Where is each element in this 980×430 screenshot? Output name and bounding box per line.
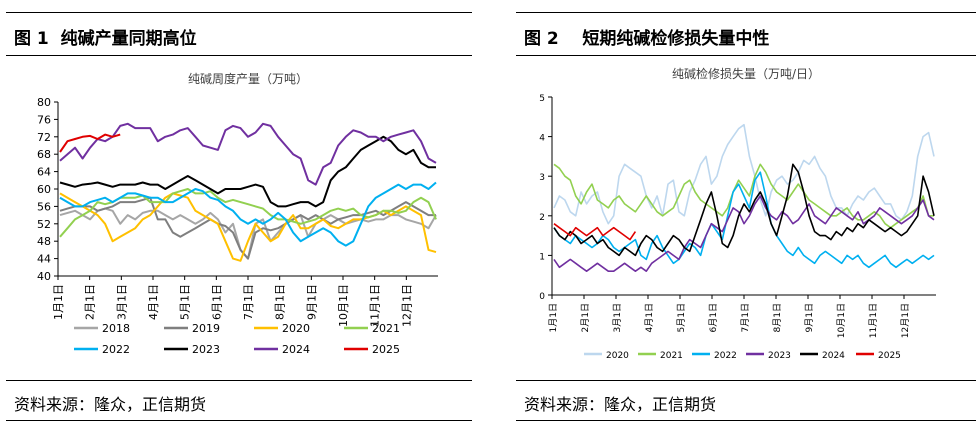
- y-tick-label: 40: [37, 270, 51, 283]
- series-line-2024: [553, 163, 935, 257]
- y-tick-label: 80: [37, 96, 51, 109]
- series-line-2020: [553, 123, 935, 225]
- x-tick-label: 9月1日: [305, 284, 318, 320]
- series-line-2024: [59, 122, 437, 186]
- series-line-2021: [553, 163, 934, 229]
- panel-1-title-rule: [6, 55, 472, 56]
- y-tick-label: 76: [37, 113, 51, 126]
- legend-label-2021: 2021: [372, 322, 400, 335]
- panel-1-source-rule: [6, 380, 472, 381]
- y-tick-label: 68: [37, 148, 51, 161]
- x-tick-label: 11月1日: [868, 303, 879, 338]
- legend-label-2019: 2019: [192, 322, 220, 335]
- panel-2-source: 资料来源：隆众，正信期货: [524, 395, 717, 414]
- y-tick-label: 72: [37, 131, 51, 144]
- legend-label-2018: 2018: [102, 322, 130, 335]
- x-tick-label: 10月1日: [337, 284, 350, 327]
- y-tick-label: 52: [37, 218, 51, 231]
- y-tick-label: 0: [539, 292, 545, 302]
- panel-2-bottom-rule: [516, 420, 976, 421]
- x-tick-label: 7月1日: [242, 284, 255, 320]
- legend-label-2022: 2022: [102, 343, 130, 356]
- x-tick-label: 5月1日: [179, 284, 192, 320]
- x-tick-label: 1月1日: [52, 284, 65, 320]
- y-tick-label: 48: [37, 235, 51, 248]
- y-tick-label: 64: [37, 166, 51, 179]
- x-tick-label: 3月1日: [612, 303, 623, 332]
- chart-title: 纯碱检修损失量（万吨/日）: [672, 66, 820, 81]
- chart-title: 纯碱周度产量（万吨）: [188, 71, 308, 86]
- x-tick-label: 6月1日: [708, 303, 719, 332]
- x-tick-label: 8月1日: [772, 303, 783, 332]
- series-line-2023: [59, 135, 436, 208]
- y-tick-label: 1: [539, 252, 545, 262]
- y-tick-label: 60: [37, 183, 51, 196]
- x-tick-label: 12月1日: [400, 284, 413, 327]
- series-line-2022: [59, 181, 437, 247]
- y-tick-label: 56: [37, 200, 51, 213]
- panel-1-title: 图 1 纯碱产量同期高位: [14, 29, 197, 49]
- legend-label-2023: 2023: [768, 351, 791, 361]
- legend-label-2023: 2023: [192, 343, 220, 356]
- legend-label-2021: 2021: [660, 351, 683, 361]
- legend-label-2020: 2020: [282, 322, 310, 335]
- series-line-2021: [59, 188, 437, 238]
- x-tick-label: 6月1日: [210, 284, 223, 320]
- x-tick-label: 9月1日: [804, 303, 815, 332]
- x-tick-label: 7月1日: [740, 303, 751, 332]
- x-tick-label: 11月1日: [369, 284, 382, 327]
- series-line-2019: [59, 196, 436, 260]
- series-line-2025: [59, 133, 121, 153]
- panel-1-bottom-rule: [6, 420, 472, 421]
- legend-label-2025: 2025: [878, 351, 901, 361]
- series-line-2022: [553, 171, 935, 269]
- x-tick-label: 4月1日: [147, 284, 160, 320]
- legend-label-2020: 2020: [606, 351, 629, 361]
- x-tick-label: 2月1日: [84, 284, 97, 320]
- legend-label-2025: 2025: [372, 343, 400, 356]
- y-tick-label: 2: [539, 213, 545, 223]
- panel-1-top-rule: [6, 12, 472, 13]
- series-line-2023: [553, 195, 935, 272]
- x-tick-label: 12月1日: [900, 303, 911, 338]
- x-tick-label: 3月1日: [115, 284, 128, 320]
- series-line-2025: [553, 223, 637, 241]
- panel-2-title-rule: [516, 55, 976, 56]
- panel-2-source-rule: [516, 380, 976, 381]
- y-tick-label: 4: [539, 134, 545, 144]
- x-tick-label: 8月1日: [274, 284, 287, 320]
- x-tick-label: 1月1日: [548, 303, 559, 332]
- y-tick-label: 5: [539, 94, 545, 104]
- x-tick-label: 5月1日: [676, 303, 687, 332]
- series-line-2018: [59, 207, 437, 260]
- panel-2-top-rule: [516, 12, 976, 13]
- x-tick-label: 4月1日: [644, 303, 655, 332]
- panel-1-source: 资料来源：隆众，正信期货: [14, 395, 207, 414]
- panel-2-title: 图 2 短期纯碱检修损失量中性: [524, 29, 770, 49]
- legend-label-2024: 2024: [822, 351, 845, 361]
- x-tick-label: 10月1日: [836, 303, 847, 338]
- y-tick-label: 3: [539, 173, 545, 183]
- x-tick-label: 2月1日: [580, 303, 591, 332]
- legend-label-2024: 2024: [282, 343, 310, 356]
- y-tick-label: 44: [37, 253, 51, 266]
- legend-label-2022: 2022: [714, 351, 737, 361]
